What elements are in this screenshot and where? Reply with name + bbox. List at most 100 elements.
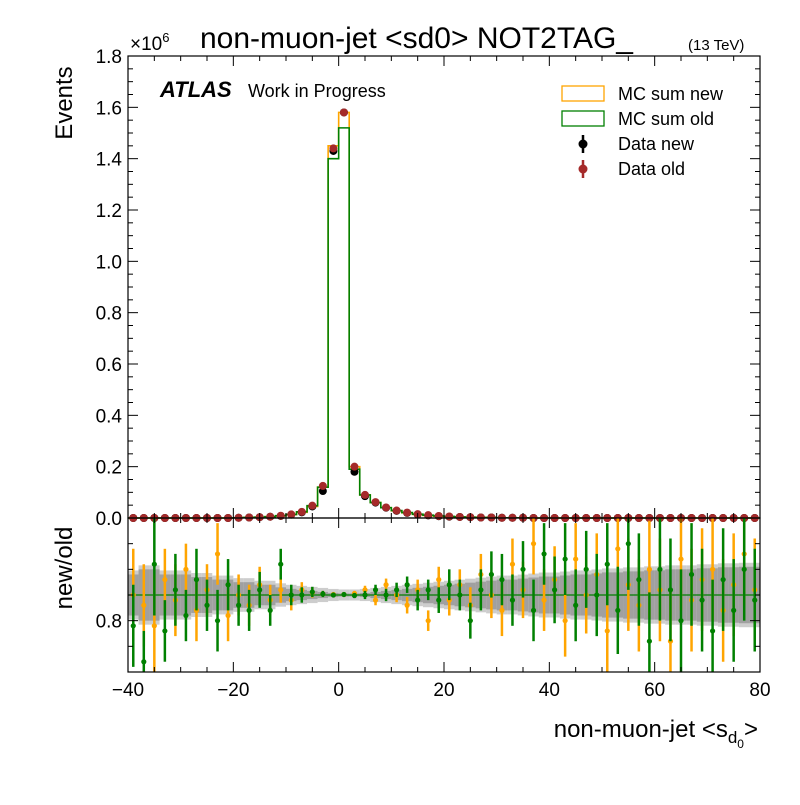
- data-old-point: [392, 506, 401, 515]
- ratio-data-point: [446, 582, 452, 588]
- ratio-mc-point: [404, 602, 410, 608]
- ratio-data-point: [604, 561, 610, 567]
- x-tick-label: 80: [749, 680, 770, 701]
- y-tick-label: 0.8: [96, 304, 122, 325]
- ratio-mc-point: [362, 587, 368, 593]
- y-tick-label: 1.0: [96, 252, 122, 273]
- ratio-data-point: [583, 566, 589, 572]
- ratio-data-point: [320, 591, 326, 597]
- ratio-mc-point: [530, 541, 537, 547]
- ratio-data-point: [330, 592, 336, 598]
- ratio-data-point: [204, 602, 210, 608]
- data-old-point: [403, 508, 412, 517]
- data-old-point: [455, 512, 464, 521]
- ratio-data-point: [678, 618, 684, 624]
- ratio-data-point: [467, 618, 473, 624]
- ratio-data-point: [267, 607, 273, 614]
- ratio-mc-point: [667, 638, 674, 644]
- ratio-data-point: [225, 582, 231, 588]
- ratio-data-point: [478, 587, 484, 593]
- ratio-data-point: [720, 577, 726, 583]
- ratio-data-point: [257, 587, 263, 593]
- ratio-mc-point: [509, 561, 516, 567]
- legend-label: MC sum old: [618, 109, 714, 129]
- ratio-data-point: [351, 592, 358, 599]
- ratio-data-point: [246, 607, 252, 614]
- chart-title-sub: (13 TeV): [688, 37, 744, 54]
- ratio-data-point: [667, 587, 674, 593]
- ratio-data-point: [162, 628, 168, 634]
- ratio-data-point: [372, 587, 379, 593]
- data-old-point: [329, 144, 338, 153]
- y-tick-label: 1.4: [96, 150, 123, 171]
- ratio-data-point: [509, 597, 516, 603]
- legend-swatch: [561, 85, 605, 102]
- ratio-data-point: [488, 571, 494, 578]
- ratio-data-point: [362, 592, 368, 598]
- ratio-data-point: [288, 592, 294, 598]
- ratio-data-point: [741, 566, 747, 572]
- ratio-mc-point: [710, 566, 716, 572]
- ratio-data-point: [562, 556, 568, 562]
- x-tick-label: 40: [539, 680, 560, 701]
- data-old-point: [318, 481, 327, 490]
- x-tick-label: 0: [333, 680, 344, 701]
- ratio-data-point: [299, 592, 305, 598]
- ratio-data-point: [615, 607, 621, 614]
- mc-sum-old-histogram: [128, 127, 760, 519]
- ratio-mc-point: [214, 551, 221, 557]
- data-old-point: [339, 108, 348, 117]
- ratio-data-point: [193, 577, 200, 583]
- x-tick-label: −40: [112, 680, 144, 701]
- ratio-data-point: [731, 607, 737, 614]
- ratio-data-point: [752, 597, 758, 603]
- legend: MC sum new MC sum old Data new Data old: [561, 84, 724, 179]
- ratio-data-point: [141, 659, 147, 665]
- ratio-data-point: [214, 618, 221, 624]
- legend-label: Data old: [618, 159, 685, 179]
- ratio-data-point: [552, 587, 558, 593]
- ratio-data-point: [341, 591, 347, 598]
- data-old-point: [297, 507, 306, 516]
- legend-marker: [578, 164, 588, 174]
- ratio-data-point: [625, 541, 631, 547]
- atlas-label: ATLAS: [159, 77, 232, 102]
- y-tick-label: 1.2: [96, 201, 122, 222]
- ratio-data-point: [636, 577, 642, 583]
- ratio-mc-point: [646, 566, 653, 572]
- ratio-data-point: [699, 597, 705, 603]
- ratio-mc-point: [372, 597, 379, 603]
- atlas-sublabel: Work in Progress: [248, 81, 386, 101]
- ratio-mc-point: [183, 566, 189, 572]
- data-old-point: [266, 512, 275, 521]
- data-old-point: [287, 510, 296, 519]
- main-plot: [127, 55, 761, 522]
- ratio-y-axis-label: new/old: [51, 527, 78, 610]
- data-old-point: [424, 511, 433, 520]
- legend-marker: [578, 139, 588, 149]
- data-old-point: [361, 490, 369, 499]
- ratio-data-point: [425, 587, 431, 593]
- ratio-data-point: [573, 602, 579, 608]
- ratio-mc-point: [678, 556, 684, 562]
- y-tick-label: 0.4: [96, 406, 123, 427]
- ratio-data-point: [183, 612, 189, 619]
- ratio-data-point: [394, 587, 400, 593]
- ratio-mc-point: [446, 597, 452, 603]
- y-tick-label: 0.2: [96, 458, 122, 479]
- ratio-data-point: [530, 607, 537, 614]
- ratio-mc-point: [499, 607, 505, 614]
- ratio-data-point: [172, 587, 178, 593]
- ratio-data-point: [130, 623, 136, 629]
- ratio-data-point: [404, 582, 410, 588]
- y-tick-label: 1.6: [96, 98, 122, 119]
- ratio-data-point: [278, 561, 284, 567]
- ratio-data-point: [436, 597, 442, 603]
- ratio-mc-point: [541, 597, 547, 603]
- ratio-mc-point: [425, 618, 431, 624]
- chart-title: non-muon-jet <sd0> NOT2TAG_: [200, 22, 634, 55]
- ratio-data-point: [541, 551, 547, 557]
- x-tick-label: −20: [217, 680, 249, 701]
- ratio-mc-point: [225, 612, 231, 619]
